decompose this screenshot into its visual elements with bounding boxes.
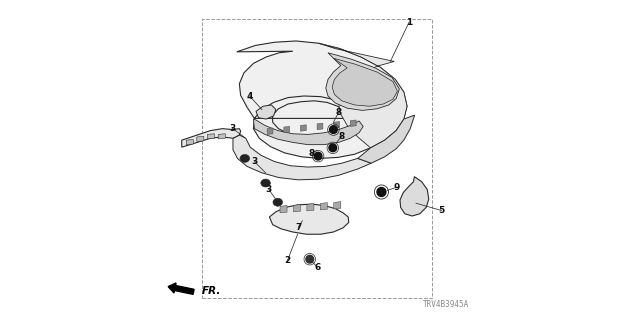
Text: 3: 3 bbox=[229, 124, 235, 132]
Polygon shape bbox=[233, 135, 371, 180]
Polygon shape bbox=[197, 136, 204, 141]
Polygon shape bbox=[319, 43, 407, 148]
Polygon shape bbox=[182, 129, 241, 147]
Polygon shape bbox=[237, 41, 407, 158]
Text: 7: 7 bbox=[295, 223, 301, 232]
Polygon shape bbox=[334, 122, 339, 128]
Polygon shape bbox=[207, 134, 214, 139]
Polygon shape bbox=[301, 125, 307, 131]
Text: 3: 3 bbox=[266, 185, 272, 194]
Circle shape bbox=[329, 144, 337, 152]
Ellipse shape bbox=[261, 179, 271, 187]
Polygon shape bbox=[321, 203, 328, 210]
Bar bbox=[202, 19, 432, 298]
Polygon shape bbox=[253, 119, 364, 145]
Polygon shape bbox=[334, 202, 341, 209]
Circle shape bbox=[330, 126, 337, 133]
Text: 4: 4 bbox=[246, 92, 253, 100]
Polygon shape bbox=[317, 123, 323, 130]
Polygon shape bbox=[332, 58, 397, 106]
Text: 9: 9 bbox=[394, 183, 400, 192]
Text: FR.: FR. bbox=[202, 286, 221, 296]
Text: 8: 8 bbox=[335, 108, 342, 117]
Circle shape bbox=[314, 152, 322, 160]
Text: TRV4B3945A: TRV4B3945A bbox=[422, 300, 468, 309]
Text: 3: 3 bbox=[252, 157, 257, 166]
Polygon shape bbox=[358, 115, 415, 163]
Text: 1: 1 bbox=[406, 18, 412, 27]
Polygon shape bbox=[256, 105, 276, 119]
Text: 6: 6 bbox=[314, 263, 321, 272]
Polygon shape bbox=[269, 204, 349, 234]
Polygon shape bbox=[186, 140, 193, 145]
Polygon shape bbox=[326, 53, 399, 110]
FancyArrow shape bbox=[168, 283, 194, 294]
Text: 2: 2 bbox=[284, 256, 291, 265]
Ellipse shape bbox=[273, 198, 283, 206]
Polygon shape bbox=[293, 204, 301, 212]
Text: 5: 5 bbox=[438, 206, 445, 215]
Text: 8: 8 bbox=[309, 149, 315, 158]
Polygon shape bbox=[284, 126, 290, 133]
Ellipse shape bbox=[240, 155, 250, 163]
Polygon shape bbox=[307, 204, 314, 211]
Circle shape bbox=[306, 255, 314, 263]
Polygon shape bbox=[280, 205, 287, 213]
Polygon shape bbox=[400, 177, 429, 216]
Polygon shape bbox=[268, 128, 273, 134]
Polygon shape bbox=[218, 134, 225, 139]
Circle shape bbox=[377, 188, 386, 196]
Text: 8: 8 bbox=[339, 132, 345, 140]
Polygon shape bbox=[351, 120, 356, 126]
